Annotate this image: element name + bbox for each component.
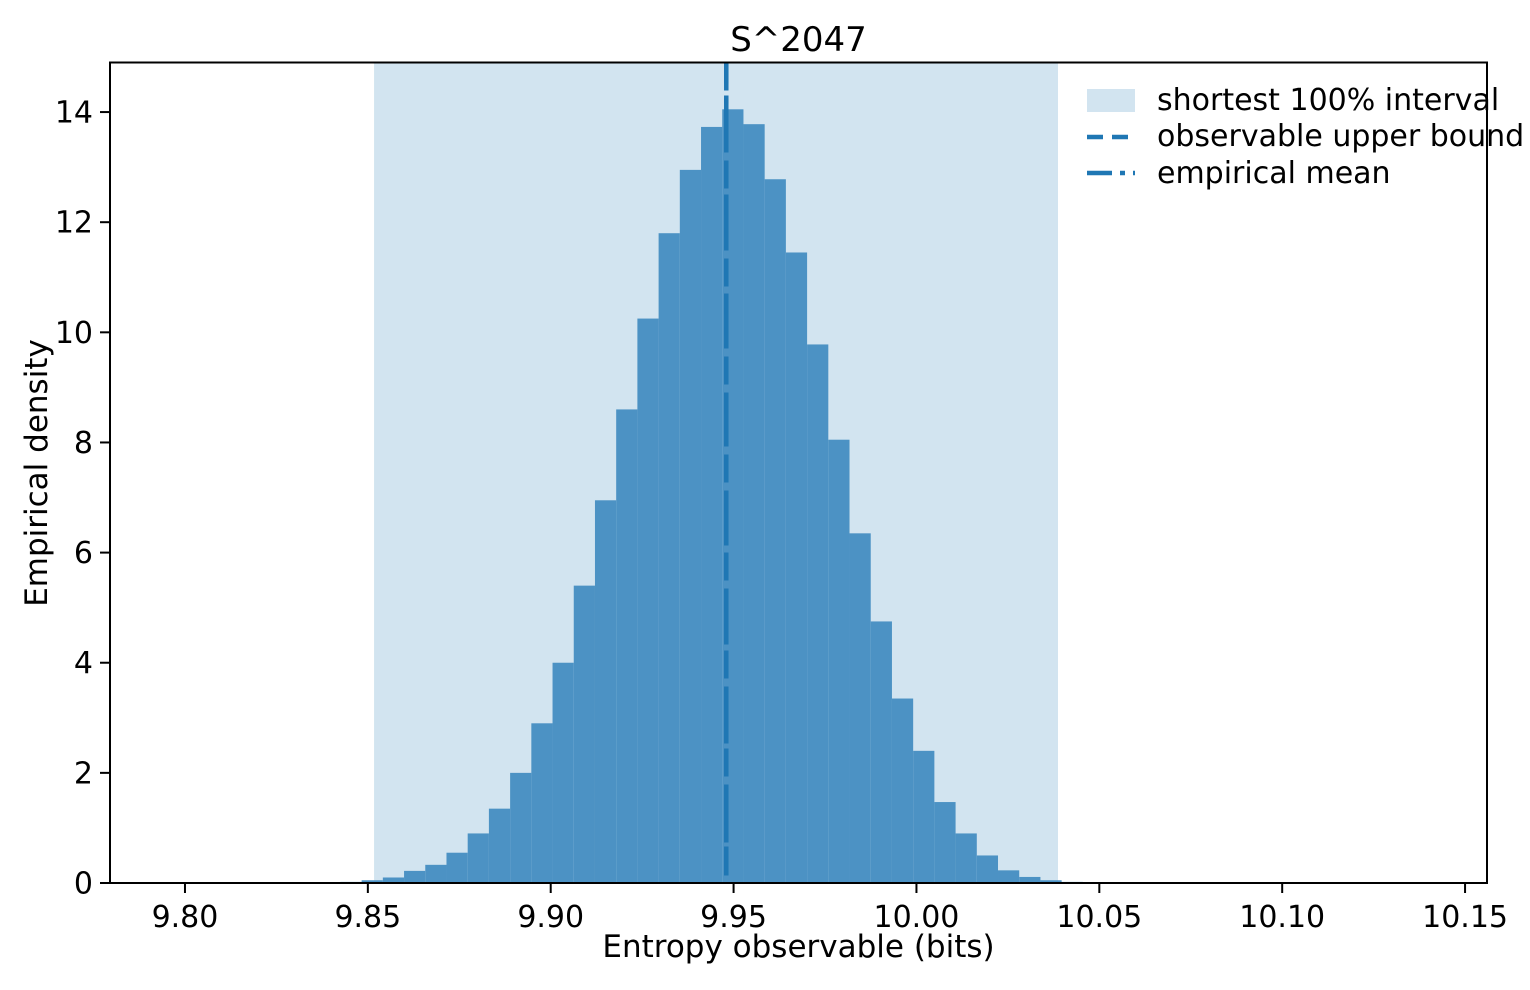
legend-label-mean: empirical mean [1157,155,1391,191]
histogram-bar [594,500,617,883]
histogram-bar [361,880,383,883]
histogram-bar [658,233,680,883]
histogram-bar [679,169,702,884]
histogram-bar [404,870,426,883]
y-tick-label: 6 [74,536,93,571]
histogram-bar [891,698,914,883]
histogram-bar [488,808,511,883]
y-tick-label: 14 [55,96,93,131]
histogram-bar [849,533,871,883]
histogram-bar [637,318,659,883]
histogram-bar [743,124,765,883]
histogram-bar [573,585,595,883]
x-axis-label: Entropy observable (bits) [602,929,995,965]
chart-title: S^2047 [730,20,867,60]
histogram-bar [785,252,808,883]
histogram-bar [467,833,489,883]
x-tick-label: 9.95 [700,900,767,935]
legend-item-upper-bound: observable upper bound [1087,119,1524,156]
histogram-bar [807,344,829,884]
histogram-bar [1019,876,1041,883]
legend-item-mean: empirical mean [1087,155,1524,192]
legend: shortest 100% interval observable upper … [1087,82,1524,192]
legend-label-interval: shortest 100% interval [1157,82,1500,118]
x-tick-label: 10.00 [874,900,960,935]
histogram-bar [870,621,892,883]
x-tick-label: 10.10 [1239,900,1325,935]
histogram-bar [828,439,850,883]
x-tick-label: 9.90 [517,900,584,935]
axes-spines [109,61,1488,884]
histogram-bar [934,802,956,883]
histogram-bar [701,126,723,883]
histogram-bar [382,877,405,883]
dashed-line-icon [1087,134,1135,140]
histogram-bar [998,870,1020,883]
y-tick-label: 10 [55,316,93,351]
x-tick-label: 10.05 [1056,900,1142,935]
legend-item-interval: shortest 100% interval [1087,82,1524,119]
x-tick-label: 9.80 [152,900,219,935]
histogram-bar [616,409,638,883]
y-tick-label: 0 [74,867,93,902]
dashdot-line-icon [1087,170,1135,176]
y-tick-label: 8 [74,426,93,461]
histogram-bar [552,662,574,883]
x-tick-label: 10.15 [1422,900,1508,935]
histogram-bar [913,750,935,883]
histogram-bar [1040,880,1062,883]
histogram-bar [764,179,786,883]
histogram-bar [976,855,999,883]
histogram-bar [425,864,447,883]
legend-label-upper-bound: observable upper bound [1157,119,1525,155]
interval-patch-icon [1087,88,1135,112]
y-tick-label: 12 [55,206,93,241]
histogram-bar [446,852,468,883]
histogram-bar [531,723,553,883]
histogram-bar [955,833,977,883]
interval-patch-rect [1087,88,1135,112]
x-tick-label: 9.85 [334,900,401,935]
y-tick-label: 4 [74,646,93,681]
histogram-bar [510,772,532,883]
y-tick-label: 2 [74,756,93,791]
